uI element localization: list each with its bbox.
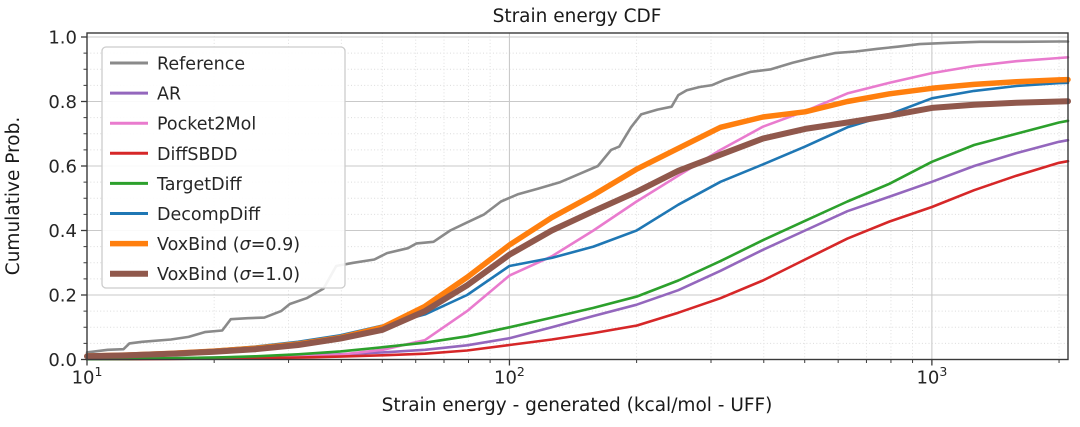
axes: 0.0 0.2 0.4 0.6 0.8 1.0 101 102 103 <box>48 28 1069 389</box>
series-line-targetdiff <box>85 119 1070 361</box>
y-tick-label: 1.0 <box>48 28 77 49</box>
legend-item-voxbind-0-9: VoxBind (σ=0.9) <box>110 235 300 255</box>
legend-item-diffsbdd: DiffSBDD <box>110 145 237 165</box>
x-tick-label: 102 <box>494 364 525 389</box>
legend-box <box>101 46 346 289</box>
series-line-voxbind-1-0 <box>84 98 1071 360</box>
legend-label: Reference <box>157 55 245 75</box>
legend-label: DecompDiff <box>157 205 261 225</box>
y-tick-label: 0.0 <box>48 350 77 371</box>
legend-item-reference: Reference <box>110 55 245 75</box>
y-axis-label: Cumulative Prob. <box>3 117 24 275</box>
series-line-reference <box>85 40 1070 354</box>
y-tick-label: 0.2 <box>48 286 77 307</box>
legend: Reference AR Pocket2Mol DiffSBDD TargetDiff D… <box>101 46 346 289</box>
y-tick-label: 0.6 <box>48 157 77 178</box>
legend-item-voxbind-1-0: VoxBind (σ=1.0) <box>110 265 300 285</box>
legend-label: VoxBind (σ=0.9) <box>157 235 300 255</box>
legend-item-ar: AR <box>110 85 181 105</box>
legend-label: DiffSBDD <box>157 145 237 165</box>
legend-label: VoxBind (σ=1.0) <box>157 265 300 285</box>
legend-item-pocket2mol: Pocket2Mol <box>110 115 256 135</box>
legend-item-decompdiff: DecompDiff <box>110 205 261 225</box>
x-tick-label: 101 <box>72 364 103 389</box>
legend-label: TargetDiff <box>156 175 242 195</box>
x-axis-label: Strain energy - generated (kcal/mol - UF… <box>382 395 773 416</box>
legend-label: Pocket2Mol <box>157 115 256 135</box>
series-lines <box>84 40 1071 361</box>
y-tick-label: 0.4 <box>48 221 77 242</box>
chart-title: Strain energy CDF <box>493 6 662 27</box>
legend-label: AR <box>157 85 181 105</box>
x-tick-label: 103 <box>916 364 947 389</box>
legend-item-targetdiff: TargetDiff <box>110 175 242 195</box>
series-line-diffsbdd <box>85 159 1070 361</box>
y-tick-label: 0.8 <box>48 92 77 113</box>
plot-border <box>86 32 1069 361</box>
